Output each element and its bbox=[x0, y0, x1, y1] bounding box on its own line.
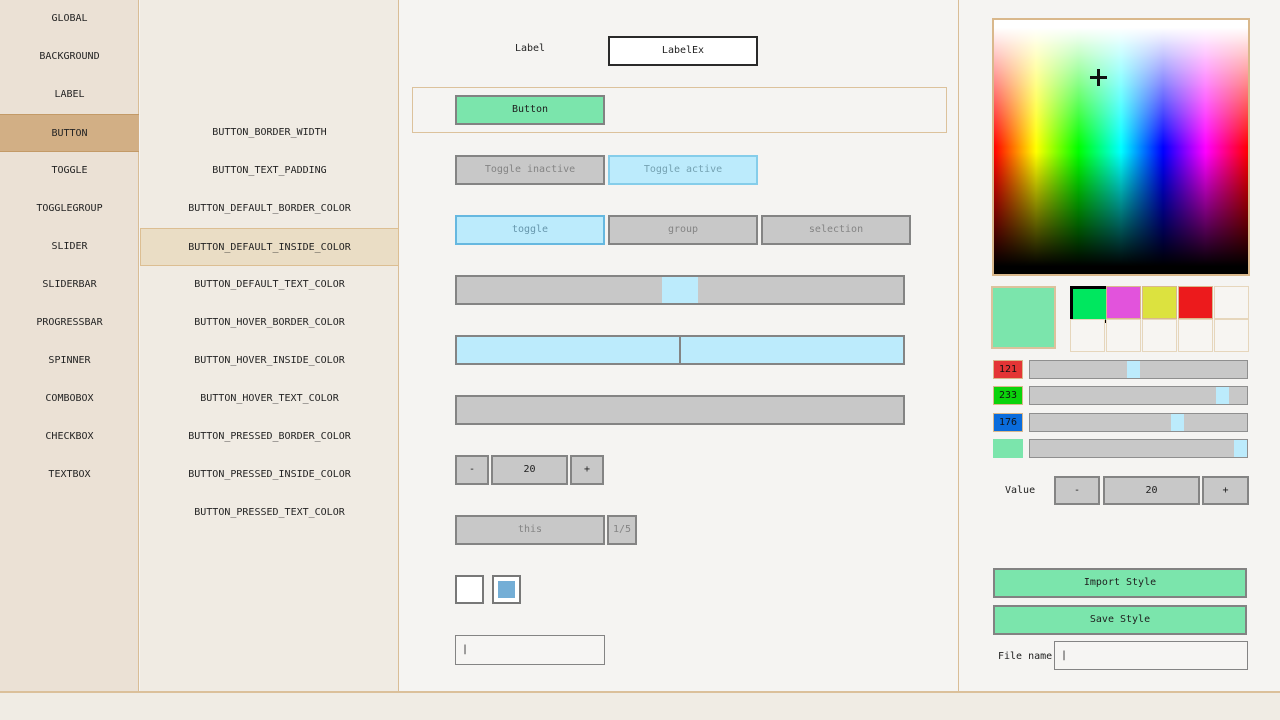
checkbox-check-mark bbox=[498, 581, 515, 598]
category-sidebar: GLOBAL BACKGROUND LABEL BUTTON TOGGLE TO… bbox=[0, 0, 139, 693]
color-picker-cursor[interactable] bbox=[1097, 69, 1100, 86]
green-channel-slider[interactable] bbox=[1029, 386, 1248, 405]
sidebar-item-progressbar[interactable]: PROGRESSBAR bbox=[36, 317, 103, 328]
color-swatch[interactable] bbox=[1142, 286, 1177, 319]
property-list: BUTTON_BORDER_WIDTH BUTTON_TEXT_PADDING … bbox=[140, 0, 399, 693]
slider-handle[interactable] bbox=[662, 277, 698, 303]
prop-button-default-inside-color[interactable]: BUTTON_DEFAULT_INSIDE_COLOR bbox=[140, 228, 399, 266]
combobox-counter[interactable]: 1/5 bbox=[607, 515, 637, 545]
value-spinner-plus[interactable]: + bbox=[1202, 476, 1249, 505]
preview-toggle-inactive[interactable]: Toggle inactive bbox=[455, 155, 605, 185]
red-slider-handle[interactable] bbox=[1127, 361, 1140, 378]
color-swatch-empty[interactable] bbox=[1214, 319, 1249, 352]
blue-value-badge: 176 bbox=[993, 413, 1023, 432]
sidebar-item-combobox[interactable]: COMBOBOX bbox=[45, 393, 94, 404]
alpha-slider-handle[interactable] bbox=[1234, 440, 1247, 457]
sidebar-item-checkbox[interactable]: CHECKBOX bbox=[45, 431, 94, 442]
prop-button-default-border-color[interactable]: BUTTON_DEFAULT_BORDER_COLOR bbox=[188, 203, 351, 214]
sidebar-item-slider[interactable]: SLIDER bbox=[51, 241, 88, 252]
sliderbar-divider bbox=[679, 337, 681, 363]
hue-saturation-panel[interactable] bbox=[992, 18, 1250, 276]
preview-label: Label bbox=[514, 43, 546, 54]
preview-checkbox-checked[interactable] bbox=[492, 575, 521, 604]
sidebar-item-label[interactable]: LABEL bbox=[54, 89, 85, 100]
color-swatch[interactable] bbox=[1106, 286, 1141, 319]
sidebar-item-background[interactable]: BACKGROUND bbox=[39, 51, 100, 62]
color-swatch-empty[interactable] bbox=[1106, 319, 1141, 352]
alpha-value-badge bbox=[993, 439, 1023, 458]
preview-togglegroup-toggle[interactable]: toggle bbox=[455, 215, 605, 245]
sidebar-item-sliderbar[interactable]: SLIDERBAR bbox=[42, 279, 97, 290]
sidebar-item-textbox[interactable]: TEXTBOX bbox=[48, 469, 91, 480]
file-name-input[interactable]: | bbox=[1054, 641, 1248, 670]
sidebar-item-spinner[interactable]: SPINNER bbox=[48, 355, 91, 366]
green-slider-handle[interactable] bbox=[1216, 387, 1229, 404]
prop-button-pressed-text-color[interactable]: BUTTON_PRESSED_TEXT_COLOR bbox=[194, 507, 345, 518]
preview-button[interactable]: Button bbox=[455, 95, 605, 125]
color-swatch[interactable] bbox=[1178, 286, 1213, 319]
red-value-badge: 121 bbox=[993, 360, 1023, 379]
prop-button-hover-text-color[interactable]: BUTTON_HOVER_TEXT_COLOR bbox=[200, 393, 339, 404]
color-swatch[interactable] bbox=[1070, 286, 1109, 323]
green-value-badge: 233 bbox=[993, 386, 1023, 405]
sidebar-item-toggle[interactable]: TOGGLE bbox=[51, 165, 88, 176]
prop-button-pressed-inside-color[interactable]: BUTTON_PRESSED_INSIDE_COLOR bbox=[188, 469, 351, 480]
preview-panel bbox=[400, 0, 959, 693]
spinner-minus-button[interactable]: - bbox=[455, 455, 489, 485]
preview-togglegroup-selection[interactable]: selection bbox=[761, 215, 911, 245]
spinner-plus-button[interactable]: + bbox=[570, 455, 604, 485]
preview-togglegroup-group[interactable]: group bbox=[608, 215, 758, 245]
current-color-swatch bbox=[991, 286, 1056, 349]
red-channel-slider[interactable] bbox=[1029, 360, 1248, 379]
preview-sliderbar[interactable] bbox=[455, 335, 905, 365]
button-preview-groupbox bbox=[412, 87, 947, 133]
preview-textbox[interactable]: | bbox=[455, 635, 605, 665]
preview-slider[interactable] bbox=[455, 275, 905, 305]
color-swatch-empty[interactable] bbox=[1142, 319, 1177, 352]
preview-combobox[interactable]: this bbox=[455, 515, 605, 545]
preview-labelex-box: LabelEx bbox=[608, 36, 758, 66]
color-swatch-empty[interactable] bbox=[1070, 319, 1105, 352]
color-swatch-empty[interactable] bbox=[1178, 319, 1213, 352]
status-bar bbox=[0, 691, 1280, 720]
prop-button-hover-inside-color[interactable]: BUTTON_HOVER_INSIDE_COLOR bbox=[194, 355, 345, 366]
prop-button-pressed-border-color[interactable]: BUTTON_PRESSED_BORDER_COLOR bbox=[188, 431, 351, 442]
sidebar-item-global[interactable]: GLOBAL bbox=[51, 13, 88, 24]
blue-channel-slider[interactable] bbox=[1029, 413, 1248, 432]
prop-button-text-padding[interactable]: BUTTON_TEXT_PADDING bbox=[212, 165, 327, 176]
preview-checkbox-unchecked[interactable] bbox=[455, 575, 484, 604]
blue-slider-handle[interactable] bbox=[1171, 414, 1184, 431]
value-label: Value bbox=[1005, 485, 1036, 496]
prop-button-border-width[interactable]: BUTTON_BORDER_WIDTH bbox=[212, 127, 327, 138]
preview-toggle-active[interactable]: Toggle active bbox=[608, 155, 758, 185]
import-style-button[interactable]: Import Style bbox=[993, 568, 1247, 598]
file-name-label: File name bbox=[998, 651, 1053, 662]
save-style-button[interactable]: Save Style bbox=[993, 605, 1247, 635]
sidebar-item-button[interactable]: BUTTON bbox=[0, 114, 139, 152]
spinner-value[interactable]: 20 bbox=[491, 455, 568, 485]
value-spinner-minus[interactable]: - bbox=[1054, 476, 1100, 505]
prop-button-hover-border-color[interactable]: BUTTON_HOVER_BORDER_COLOR bbox=[194, 317, 345, 328]
sidebar-item-togglegroup[interactable]: TOGGLEGROUP bbox=[36, 203, 103, 214]
value-spinner-value[interactable]: 20 bbox=[1103, 476, 1200, 505]
preview-progressbar bbox=[455, 395, 905, 425]
alpha-channel-slider[interactable] bbox=[1029, 439, 1248, 458]
prop-button-default-text-color[interactable]: BUTTON_DEFAULT_TEXT_COLOR bbox=[194, 279, 345, 290]
color-swatch-empty[interactable] bbox=[1214, 286, 1249, 319]
